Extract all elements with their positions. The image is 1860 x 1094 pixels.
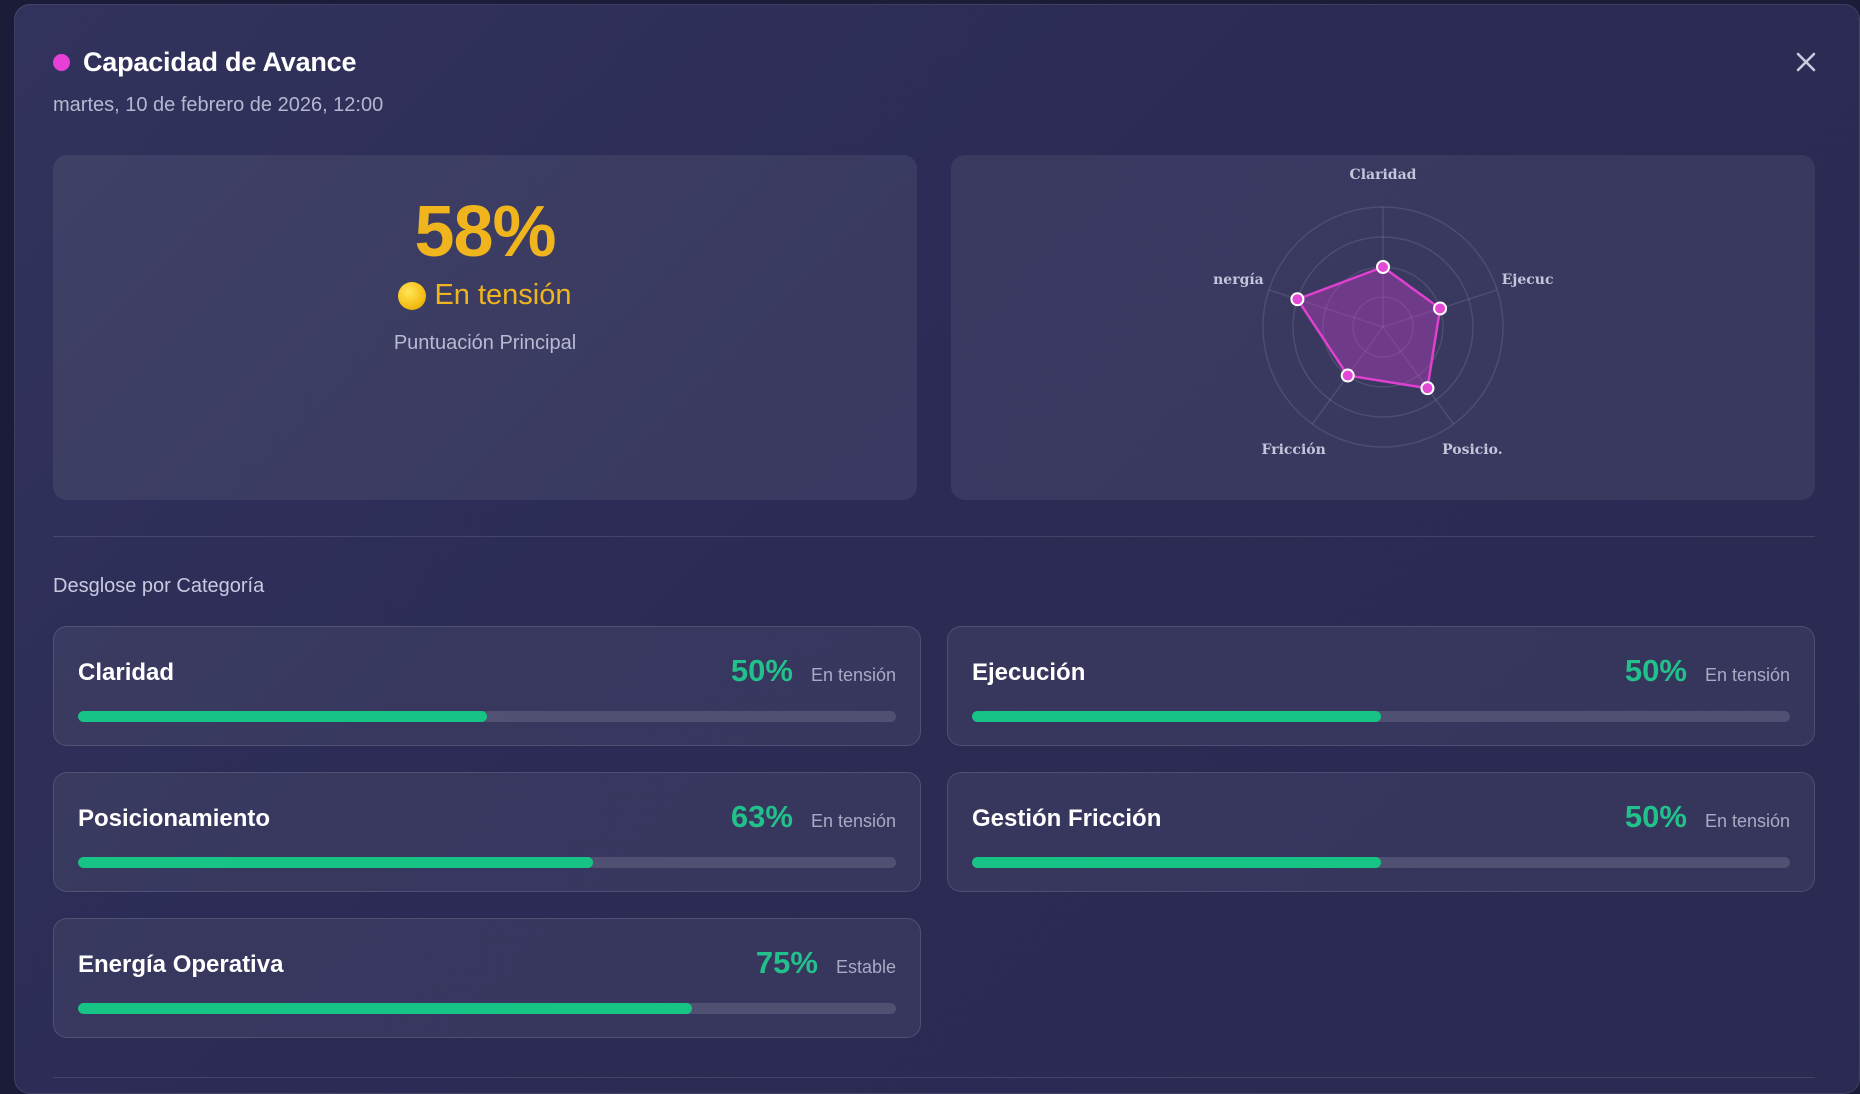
category-score: 75% Estable <box>756 945 896 981</box>
section-divider <box>53 536 1815 537</box>
category-progress-track <box>78 711 896 722</box>
score-modal: Capacidad de Avance martes, 10 de febrer… <box>14 4 1860 1094</box>
radar-grid-ring <box>1262 206 1504 448</box>
category-card-claridad: Claridad 50% En tensión <box>53 626 921 746</box>
category-name: Energía Operativa <box>78 951 284 978</box>
section-divider-bottom <box>53 1077 1815 1078</box>
category-status: En tensión <box>1704 665 1790 685</box>
category-progress-fill <box>972 857 1381 868</box>
category-card-ejecucion: Ejecución 50% En tensión <box>947 626 1815 746</box>
category-percent: 50% <box>730 653 793 688</box>
category-score: 63% En tensión <box>731 799 896 835</box>
category-progress-fill <box>972 711 1381 722</box>
radar-axis-label: Posicio. <box>1442 442 1503 458</box>
radar-chart: Claridad Ejecuc Posicio. Fricción nergía <box>1213 167 1554 458</box>
close-icon <box>1796 52 1816 72</box>
category-name: Ejecución <box>972 659 1086 686</box>
modal-header: Capacidad de Avance martes, 10 de febrer… <box>53 47 383 117</box>
category-score: 50% En tensión <box>731 653 896 689</box>
category-progress-track <box>78 857 896 868</box>
radar-grid-ring <box>1292 236 1474 418</box>
category-progress-track <box>78 1003 896 1014</box>
category-name: Gestión Fricción <box>972 805 1162 832</box>
category-percent: 50% <box>1624 653 1687 688</box>
status-dot-icon <box>53 54 70 71</box>
radar-point <box>1376 260 1390 274</box>
category-status: En tensión <box>1704 811 1790 831</box>
category-progress-fill <box>78 711 487 722</box>
category-percent: 50% <box>1624 799 1687 834</box>
breakdown-title: Desglose por Categoría <box>53 575 265 597</box>
radar-data-polygon <box>1295 265 1442 390</box>
category-name: Posicionamiento <box>78 805 271 832</box>
radar-axis <box>1382 326 1455 425</box>
category-progress-fill <box>78 1003 692 1014</box>
radar-point <box>1290 292 1305 307</box>
main-score-value: 58% <box>414 192 556 272</box>
category-percent: 63% <box>730 799 793 834</box>
radar-chart-panel: Claridad Ejecuc Posicio. Fricción nergía <box>951 155 1815 500</box>
radar-point <box>1340 368 1355 383</box>
main-score-status-label: En tensión <box>434 279 572 311</box>
category-progress-track <box>972 857 1790 868</box>
radar-axis-label: Claridad <box>1350 167 1417 183</box>
category-score: 50% En tensión <box>1625 799 1790 835</box>
category-card-posicionamiento: Posicionamiento 63% En tensión <box>53 772 921 892</box>
category-status: Estable <box>835 957 896 977</box>
main-score-status: En tensión <box>53 279 917 312</box>
category-score: 50% En tensión <box>1625 653 1790 689</box>
radar-axis-label: Ejecuc <box>1502 272 1554 288</box>
radar-point <box>1420 381 1435 396</box>
category-percent: 75% <box>755 945 818 980</box>
radar-grid-ring <box>1352 296 1414 358</box>
category-card-gestion-friccion: Gestión Fricción 50% En tensión <box>947 772 1815 892</box>
modal-date: martes, 10 de febrero de 2026, 12:00 <box>53 94 384 116</box>
radar-axis-label: Fricción <box>1262 442 1326 458</box>
category-status: En tensión <box>810 665 896 685</box>
main-score-panel: 58% En tensión Puntuación Principal <box>53 155 917 500</box>
radar-point <box>1433 301 1448 316</box>
category-card-energia-operativa: Energía Operativa 75% Estable <box>53 918 921 1038</box>
main-score-caption: Puntuación Principal <box>393 332 577 354</box>
category-progress-fill <box>78 857 594 868</box>
close-button[interactable] <box>1789 45 1823 79</box>
radar-axis-label: nergía <box>1213 272 1264 288</box>
category-progress-track <box>972 711 1790 722</box>
modal-title: Capacidad de Avance <box>83 47 357 77</box>
title-row: Capacidad de Avance <box>53 47 383 78</box>
category-status: En tensión <box>810 811 896 831</box>
category-name: Claridad <box>78 659 175 686</box>
yellow-circle-icon <box>398 281 427 310</box>
radar-axis <box>1268 289 1384 328</box>
